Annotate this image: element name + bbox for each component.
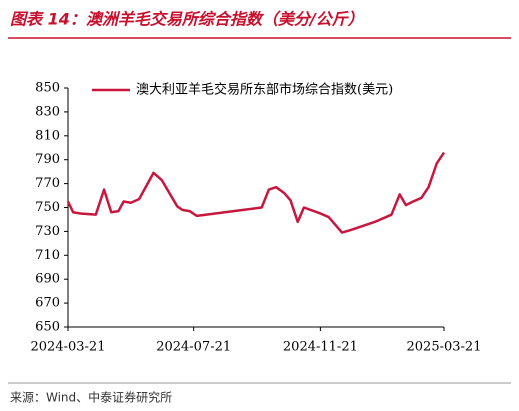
y-tick-label: 730 [35, 224, 60, 239]
line [66, 151, 446, 234]
y-tick-label: 670 [35, 296, 60, 311]
chart-title: 图表 14：澳洲羊毛交易所综合指数（美分/公斤） [10, 10, 364, 29]
legend-label: 澳大利亚羊毛交易所东部市场综合指数(美元) [136, 82, 393, 98]
source: 来源：Wind、中泰证券研究所 [10, 390, 172, 405]
x-tick-label: 2024-11-21 [283, 340, 358, 355]
y-tick-label: 850 [35, 81, 60, 96]
x-tick-label: 2024-07-21 [156, 340, 231, 355]
y-tick-label: 790 [35, 152, 60, 167]
y-tick-label: 770 [35, 176, 60, 191]
y-tick-label: 830 [35, 104, 60, 119]
x-tick-label: 2024-03-21 [31, 340, 106, 355]
y-tick-label: 650 [35, 320, 60, 335]
x-tick-label: 2025-03-21 [407, 340, 482, 355]
y-tick-label: 810 [35, 128, 60, 143]
y-tick-label: 710 [35, 248, 60, 263]
y-tick-label: 690 [35, 272, 60, 287]
y-tick-label: 750 [35, 200, 60, 215]
